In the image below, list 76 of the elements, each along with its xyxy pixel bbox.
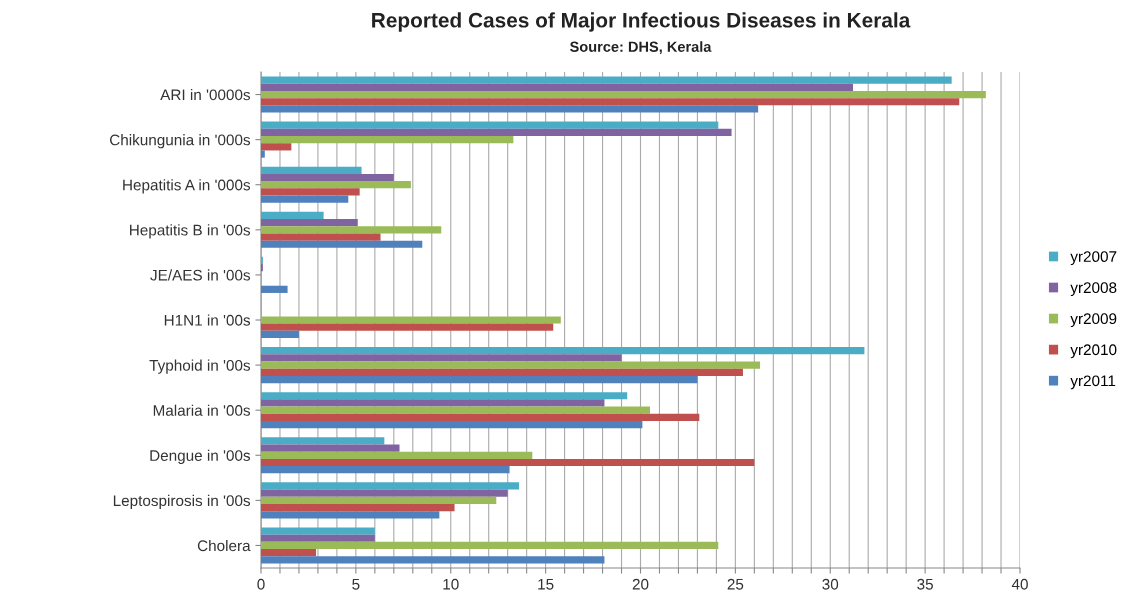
y-tick-label: Typhoid in '00s bbox=[149, 359, 251, 374]
bar bbox=[261, 173, 394, 182]
bar bbox=[261, 211, 324, 219]
legend-label: yr2009 bbox=[1070, 313, 1117, 328]
bar bbox=[261, 541, 719, 550]
y-tick-label: Malaria in '00s bbox=[153, 404, 251, 416]
bar bbox=[261, 368, 743, 376]
legend-label: yr2010 bbox=[1070, 344, 1117, 359]
bar bbox=[261, 330, 299, 339]
y-tick-label: Chikungunia in '000s bbox=[110, 134, 251, 149]
bar bbox=[261, 375, 698, 384]
legend-label: yr2011 bbox=[1070, 375, 1116, 390]
y-tick-label: Cholera bbox=[197, 539, 251, 552]
bar bbox=[261, 195, 349, 203]
x-tick-label: 35 bbox=[917, 578, 933, 590]
bar bbox=[261, 316, 561, 324]
chart-subtitle: Source: DHS, Kerala bbox=[570, 41, 712, 55]
bar bbox=[261, 527, 375, 535]
bar bbox=[261, 451, 533, 459]
y-tick-label: JE/AES in '00s bbox=[150, 269, 251, 281]
bar bbox=[261, 413, 700, 421]
bar bbox=[261, 121, 719, 129]
bar bbox=[261, 482, 520, 490]
bar bbox=[261, 150, 265, 158]
bar bbox=[261, 496, 497, 504]
bar bbox=[261, 556, 605, 564]
bar bbox=[261, 143, 292, 151]
bar bbox=[261, 392, 628, 400]
bar bbox=[261, 219, 358, 227]
bar bbox=[261, 136, 514, 144]
chart-title: Reported Cases of Major Infectious Diseases in Kerala bbox=[372, 12, 911, 32]
x-tick-label: 30 bbox=[822, 578, 839, 590]
bar bbox=[261, 105, 759, 113]
bar bbox=[261, 361, 761, 369]
x-tick-label: 20 bbox=[632, 578, 649, 590]
bar bbox=[261, 76, 952, 84]
bar bbox=[261, 511, 440, 519]
bar bbox=[261, 503, 455, 512]
x-tick-label: 25 bbox=[727, 578, 744, 590]
x-tick-label: 0 bbox=[257, 578, 265, 590]
bar bbox=[261, 421, 643, 429]
bar bbox=[261, 226, 442, 234]
y-tick-label: H1N1 in '00s bbox=[164, 314, 251, 326]
y-tick-label: Leptospirosis in '00s bbox=[113, 494, 251, 510]
bar bbox=[261, 549, 317, 557]
x-tick-label: 10 bbox=[443, 578, 459, 590]
bar bbox=[261, 406, 650, 414]
x-tick-label: 5 bbox=[352, 578, 360, 590]
bar bbox=[261, 444, 400, 452]
bar bbox=[261, 458, 755, 467]
bar bbox=[261, 285, 288, 293]
x-tick-label: 15 bbox=[538, 578, 554, 590]
bar bbox=[261, 240, 423, 248]
bar bbox=[261, 354, 622, 362]
y-tick-label: Hepatitis B in '00s bbox=[130, 224, 251, 239]
bar bbox=[261, 128, 732, 137]
bar bbox=[261, 166, 362, 174]
legend-label: yr2008 bbox=[1070, 282, 1117, 297]
bar bbox=[261, 489, 508, 497]
bar bbox=[261, 98, 960, 106]
y-tick-label: Dengue in '00s bbox=[150, 449, 251, 464]
bar bbox=[261, 399, 605, 407]
bar bbox=[261, 181, 411, 189]
bar bbox=[261, 466, 510, 474]
legend-label: yr2007 bbox=[1070, 251, 1117, 266]
x-tick-label: 40 bbox=[1011, 578, 1028, 590]
y-tick-label: Hepatitis A in '000s bbox=[123, 179, 251, 194]
bar bbox=[261, 233, 381, 241]
y-tick-label: ARI in '0000s bbox=[160, 89, 251, 101]
bar bbox=[261, 90, 986, 99]
bar bbox=[261, 188, 360, 196]
bar bbox=[261, 437, 385, 445]
bar bbox=[261, 347, 865, 355]
bar bbox=[261, 534, 375, 542]
bar bbox=[261, 83, 854, 91]
bar bbox=[261, 323, 554, 331]
